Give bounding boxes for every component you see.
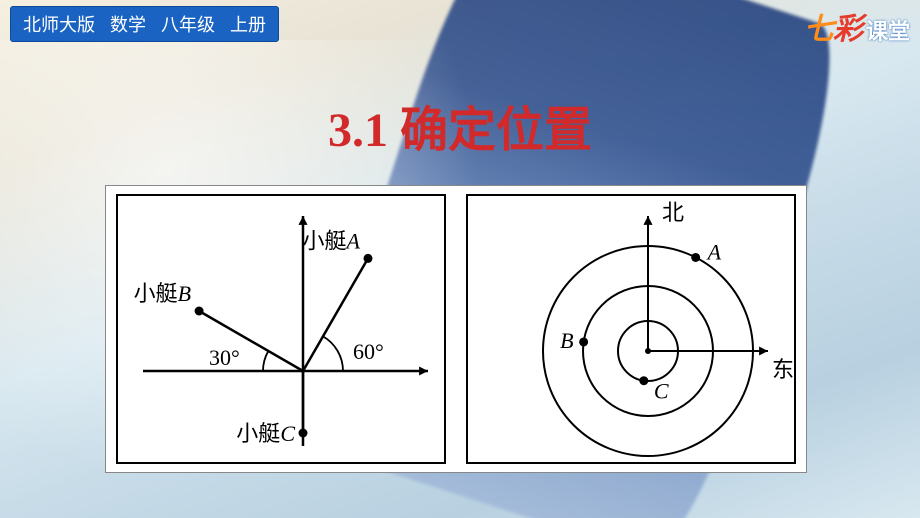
slide-title: 3.1 确定位置 [0,90,920,160]
header-publisher: 北师大版 [23,15,95,35]
figures-container: 小艇A 小艇B 小艇C 60° 30° 北东 A B C [105,185,807,473]
svg-text:C: C [654,379,669,404]
logo-part1: 七 [804,4,833,48]
svg-text:北: 北 [662,200,684,225]
header-grade: 八年级 [161,15,215,35]
slide: 北师大版 数学 八年级 上册 七 彩 课堂 3.1 确定位置 小艇A 小艇B 小艇C… [0,0,920,518]
svg-text:A: A [706,239,722,264]
header-volume: 上册 [230,15,266,35]
brand-logo: 七 彩 课堂 [804,4,910,48]
svg-text:小艇C: 小艇C [236,421,295,446]
svg-text:小艇A: 小艇A [303,228,361,253]
figure-left-svg: 小艇A 小艇B 小艇C 60° 30° [118,196,448,466]
svg-text:30°: 30° [209,345,240,370]
svg-text:B: B [560,328,573,353]
logo-sub: 课堂 [866,14,910,46]
svg-text:小艇B: 小艇B [134,281,191,306]
svg-text:60°: 60° [353,339,384,364]
header-subject: 数学 [110,15,146,35]
logo-part2: 彩 [833,4,862,48]
figure-right-svg: 北东 A B C [468,196,798,466]
header-badge: 北师大版 数学 八年级 上册 [10,6,279,42]
svg-text:东: 东 [772,357,794,382]
figure-left-panel: 小艇A 小艇B 小艇C 60° 30° [116,194,446,464]
figure-right-panel: 北东 A B C [466,194,796,464]
